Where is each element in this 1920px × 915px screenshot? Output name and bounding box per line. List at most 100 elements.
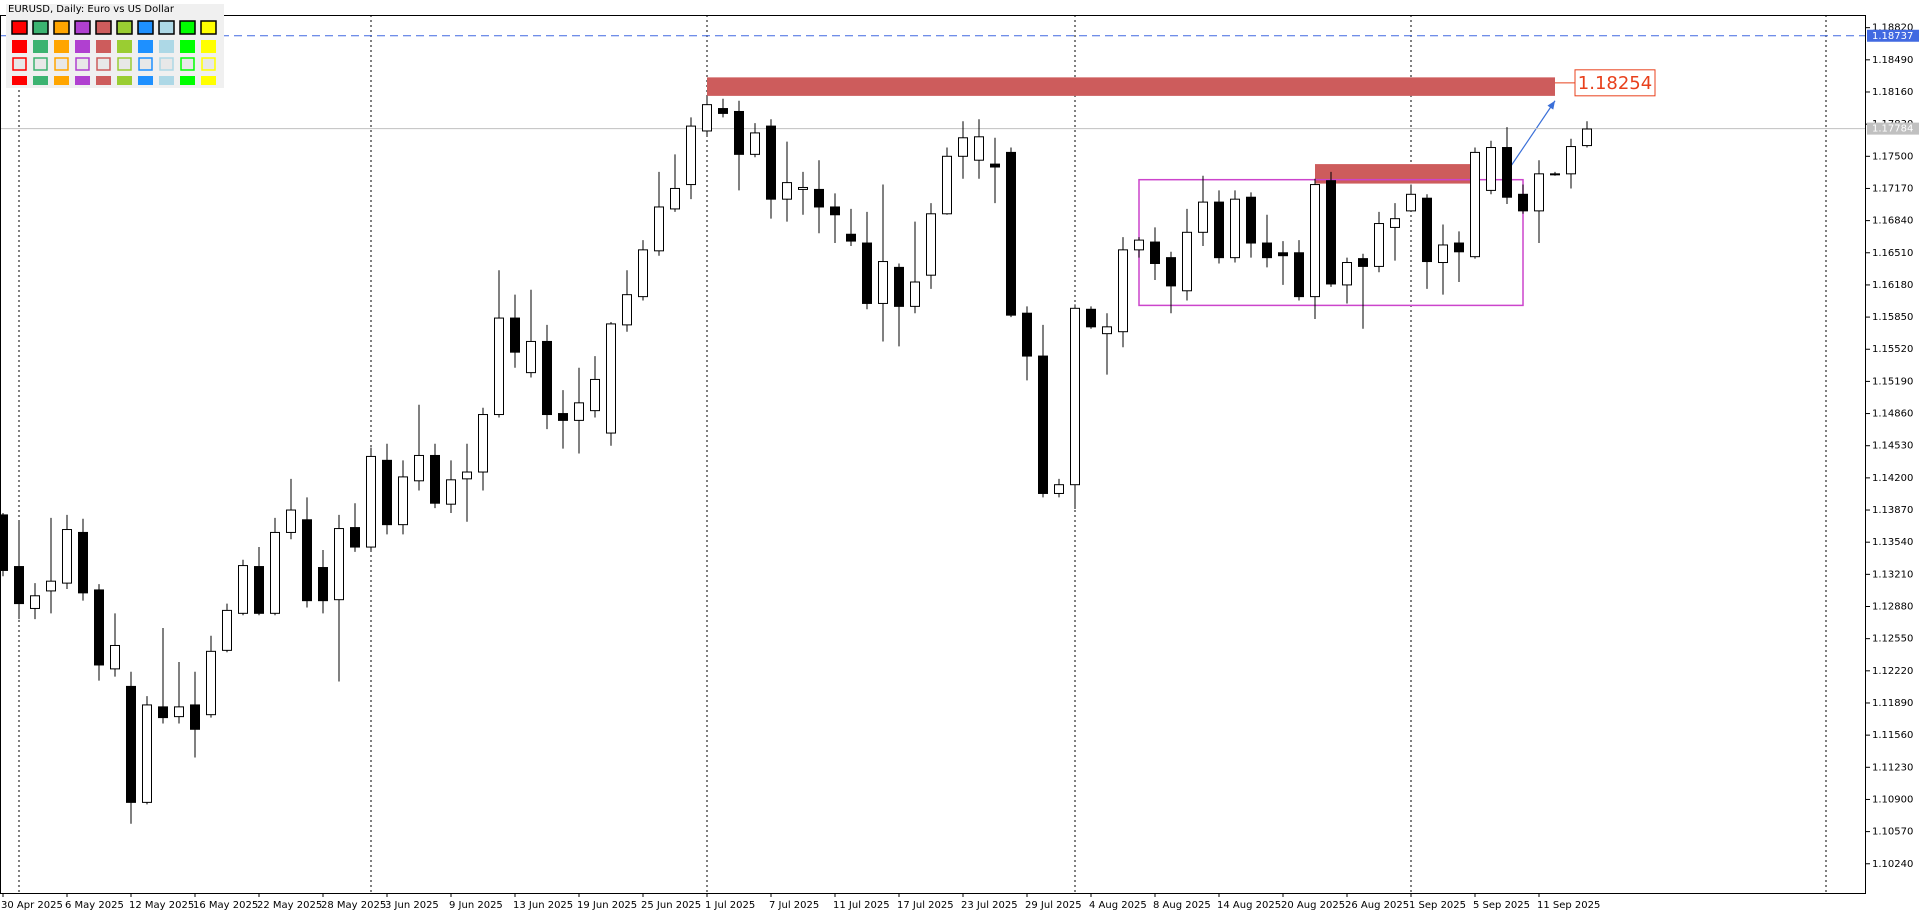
price-line-label: 1.17784 [1872,124,1913,135]
palette-swatch[interactable] [159,40,174,53]
x-tick-label: 29 Jul 2025 [1025,900,1082,911]
y-tick-label: 1.16840 [1872,216,1913,227]
palette-swatch[interactable] [201,57,216,71]
x-tick-label: 28 May 2025 [321,900,386,911]
x-tick-label: 1 Sep 2025 [1409,900,1466,911]
palette-swatch[interactable] [180,76,195,85]
palette-swatch[interactable] [96,76,111,85]
palette-swatch[interactable] [53,20,70,35]
candle-body [1086,308,1096,328]
candle-body [638,249,648,298]
candle-body [1198,201,1208,233]
candle-body [1390,218,1400,228]
palette-swatch[interactable] [32,20,49,35]
palette-swatch[interactable] [96,40,111,53]
price-line-label-box [1867,29,1919,42]
palette-swatch[interactable] [200,20,217,35]
candle-body [1262,242,1272,259]
palette-swatch[interactable] [12,57,27,71]
palette-swatch[interactable] [75,57,90,71]
candle-body [1310,184,1320,298]
palette-swatch[interactable] [159,57,174,71]
palette-swatch[interactable] [138,40,153,53]
candle-body [1470,151,1480,258]
palette-swatch[interactable] [180,57,195,71]
y-tick-label: 1.12550 [1872,634,1913,645]
x-tick-label: 16 May 2025 [193,900,258,911]
palette-swatch[interactable] [33,76,48,85]
palette-swatch[interactable] [11,20,28,35]
candle-body [158,706,168,719]
y-tick-label: 1.14860 [1872,409,1913,420]
candle-body [1502,147,1512,198]
candle-body [1182,231,1192,292]
palette-swatch[interactable] [158,20,175,35]
y-tick-label: 1.18820 [1872,23,1913,34]
candle-body [110,644,120,670]
palette-swatch[interactable] [75,76,90,85]
palette-swatch[interactable] [138,57,153,71]
y-tick-label: 1.11230 [1872,762,1913,773]
candle-body [398,476,408,526]
candle-body [1518,193,1528,212]
palette-swatch[interactable] [12,76,27,85]
y-tick-label: 1.13870 [1872,505,1913,516]
candle-body [830,206,840,216]
candle-body [942,155,952,215]
candle-body [222,609,232,651]
y-tick-label: 1.14200 [1872,473,1913,484]
palette-swatch[interactable] [117,76,132,85]
palette-swatch[interactable] [96,57,111,71]
palette-swatch[interactable] [180,40,195,53]
y-tick-label: 1.14530 [1872,441,1913,452]
palette-swatch[interactable] [137,20,154,35]
palette-swatch[interactable] [179,20,196,35]
candle-body [1406,193,1416,212]
palette-swatch[interactable] [33,57,48,71]
palette-swatch[interactable] [138,76,153,85]
palette-swatch[interactable] [117,40,132,53]
palette-swatch[interactable] [201,76,216,85]
candle-body [686,125,696,186]
candle-body [1374,223,1384,267]
palette-swatch[interactable] [75,40,90,53]
palette-swatch[interactable] [33,40,48,53]
y-tick-label: 1.10240 [1872,859,1913,870]
color-palette[interactable] [11,20,217,85]
candle-body [990,163,1000,168]
candle-body [430,454,440,504]
palette-swatch[interactable] [54,57,69,71]
palette-swatch[interactable] [54,40,69,53]
x-tick-label: 20 Aug 2025 [1281,900,1345,911]
palette-swatch[interactable] [117,57,132,71]
candle-body [446,479,456,505]
palette-swatch[interactable] [74,20,91,35]
y-tick-label: 1.15520 [1872,344,1913,355]
candle-body [270,531,280,614]
x-tick-label: 25 Jun 2025 [641,900,701,911]
x-tick-label: 14 Aug 2025 [1217,900,1281,911]
palette-swatch[interactable] [116,20,133,35]
x-tick-label: 3 Jun 2025 [385,900,439,911]
candle-body [670,187,680,210]
candle-body [1166,257,1176,287]
candles-layer [0,95,1592,824]
x-tick-label: 13 Jun 2025 [513,900,573,911]
y-tick-label: 1.15190 [1872,376,1913,387]
palette-swatch[interactable] [159,76,174,85]
price-label: 1.18254 [1578,73,1652,94]
y-tick-label: 1.16510 [1872,248,1913,259]
y-tick-label: 1.13210 [1872,569,1913,580]
candle-body [1278,252,1288,257]
candle-body [958,137,968,157]
palette-swatch[interactable] [95,20,112,35]
palette-swatch[interactable] [201,40,216,53]
palette-swatch[interactable] [54,76,69,85]
candle-body [350,527,360,548]
candle-body [1294,252,1304,298]
candle-body [894,266,904,307]
palette-swatch[interactable] [12,40,27,53]
price-line-label: 1.18737 [1872,31,1913,42]
candle-body [878,261,888,304]
